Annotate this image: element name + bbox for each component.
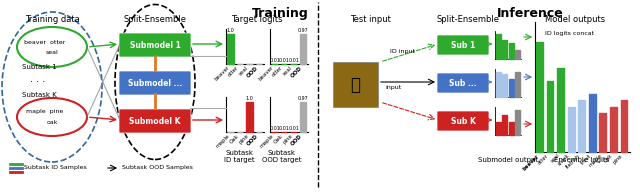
Text: Sub 1: Sub 1 (451, 41, 475, 50)
Text: ID logits concat: ID logits concat (545, 31, 595, 36)
Text: OOD: OOD (246, 133, 259, 146)
Text: input: input (385, 84, 401, 89)
Text: 0.01: 0.01 (278, 126, 289, 131)
Text: pine: pine (282, 133, 294, 145)
Bar (300, 34, 307, 64)
Text: Split-Ensemble: Split-Ensemble (124, 15, 186, 24)
Text: 1.0: 1.0 (246, 96, 253, 101)
Bar (496, 34, 500, 59)
Bar (502, 115, 507, 135)
Text: OOD: OOD (290, 133, 303, 146)
Text: Subtask
ID target: Subtask ID target (224, 150, 254, 163)
Bar (509, 43, 514, 59)
Text: pine: pine (237, 133, 250, 145)
Bar (515, 72, 520, 97)
Bar (557, 68, 564, 152)
FancyBboxPatch shape (119, 109, 191, 133)
Text: 0.01: 0.01 (288, 126, 299, 131)
Text: OOD: OOD (246, 65, 259, 78)
Text: Subtask OOD Samples: Subtask OOD Samples (122, 166, 193, 170)
Bar (515, 110, 520, 135)
Text: Submodel output: Submodel output (478, 157, 538, 163)
Text: Target logits: Target logits (231, 15, 283, 24)
Text: Oak: Oak (273, 133, 284, 144)
Text: 0.97: 0.97 (298, 96, 308, 101)
Text: maple: maple (259, 133, 275, 149)
Text: Training data: Training data (24, 15, 79, 24)
Bar (568, 107, 575, 152)
Text: Ensemble logits: Ensemble logits (554, 157, 610, 163)
Text: OOD: OOD (290, 65, 303, 78)
Bar (621, 100, 627, 152)
Text: 0.01: 0.01 (269, 58, 280, 63)
Text: Submodel 1: Submodel 1 (129, 41, 180, 50)
Text: Submodel K: Submodel K (129, 117, 180, 126)
FancyBboxPatch shape (119, 71, 191, 95)
Bar (246, 102, 253, 132)
Text: trout: trout (580, 153, 592, 166)
Text: Model outputs: Model outputs (545, 15, 605, 24)
Text: otter: otter (271, 65, 284, 78)
Text: Subtask ID Samples: Subtask ID Samples (24, 166, 87, 170)
Text: beaver: beaver (214, 65, 230, 82)
Text: Inference: Inference (497, 7, 563, 20)
Text: 0.01: 0.01 (288, 58, 299, 63)
Text: · · ·: · · · (30, 77, 45, 87)
Bar (300, 102, 307, 132)
Text: otter: otter (227, 65, 240, 78)
Text: Training: Training (252, 7, 308, 20)
Text: Split-Ensemble: Split-Ensemble (436, 15, 499, 24)
Text: Oak: Oak (602, 153, 613, 164)
Text: oak: oak (46, 119, 58, 124)
Text: beaver  otter: beaver otter (24, 40, 66, 45)
Bar (509, 79, 514, 97)
Bar (600, 113, 606, 152)
Bar (333, 62, 378, 107)
Text: otter: otter (538, 153, 550, 166)
Text: beaver: beaver (257, 65, 275, 82)
FancyBboxPatch shape (437, 35, 489, 55)
Text: flatfish: flatfish (565, 153, 582, 170)
Text: 0.97: 0.97 (298, 28, 308, 33)
Text: seal: seal (550, 153, 561, 164)
Text: Oak: Oak (228, 133, 240, 144)
Bar (589, 94, 596, 152)
FancyBboxPatch shape (437, 73, 489, 93)
Text: Subtask
OOD target: Subtask OOD target (262, 150, 301, 163)
Bar (536, 41, 543, 152)
Bar (547, 80, 554, 152)
Text: Subtask K: Subtask K (22, 92, 57, 98)
Text: 0.01: 0.01 (269, 126, 280, 131)
Text: Test input: Test input (349, 15, 390, 24)
Text: shark: shark (557, 153, 571, 167)
Bar (579, 100, 585, 152)
Text: Subtask 1: Subtask 1 (22, 64, 57, 70)
Text: maple  pine: maple pine (26, 109, 63, 114)
Bar (502, 40, 507, 59)
Text: seal: seal (238, 65, 250, 76)
FancyBboxPatch shape (437, 111, 489, 131)
Text: seal: seal (45, 50, 58, 55)
Bar (496, 72, 500, 97)
Text: beaver: beaver (521, 153, 540, 171)
Bar (509, 122, 514, 135)
Text: Sub ...: Sub ... (449, 79, 477, 88)
Text: Sub K: Sub K (451, 117, 476, 126)
Text: 🦫: 🦫 (350, 76, 360, 94)
Text: 0.01: 0.01 (278, 58, 289, 63)
Bar (227, 34, 234, 64)
Text: Submodel ...: Submodel ... (128, 79, 182, 88)
Bar (610, 107, 617, 152)
Bar (502, 74, 507, 97)
Text: ID input: ID input (390, 50, 415, 55)
Text: maple: maple (215, 133, 230, 149)
Text: maple: maple (588, 153, 603, 168)
FancyBboxPatch shape (119, 33, 191, 57)
Text: 1.0: 1.0 (227, 28, 234, 33)
Text: pine: pine (612, 153, 624, 165)
Bar (515, 50, 520, 59)
Text: seal: seal (282, 65, 294, 76)
Bar (496, 122, 500, 135)
